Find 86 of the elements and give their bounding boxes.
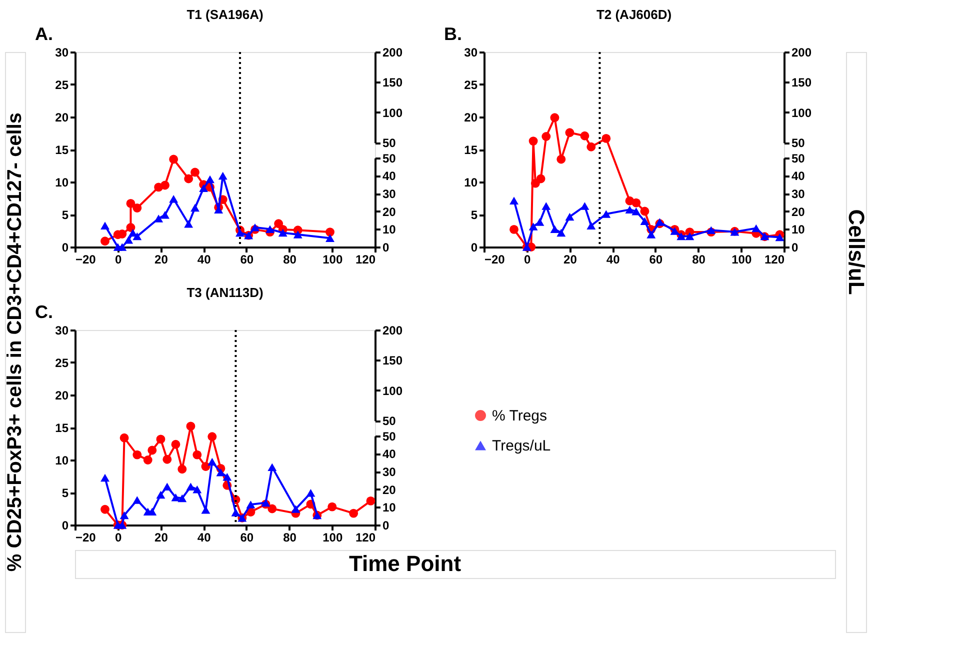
y2-tick-label: 50	[382, 151, 396, 166]
y-tick-label: 0	[62, 240, 69, 254]
y-tick-label: 0	[470, 240, 478, 254]
y3-tick-label: 100	[382, 106, 403, 120]
y2-tick-label: 10	[382, 222, 396, 237]
chart-title: T1 (SA196A)	[186, 7, 264, 22]
y-axis-title: % CD25+FoxP3+ cells in CD3+CD4+CD127- cells	[4, 112, 26, 572]
y3-tick-label: 150	[382, 354, 403, 368]
y2-tick-label: 40	[382, 169, 396, 184]
y3-tick-label: 100	[792, 106, 812, 120]
x-tick-label: 20	[154, 530, 168, 544]
x-axis-title: Time Point	[348, 551, 462, 576]
y3-tick-label: 50	[382, 136, 396, 150]
y-tick-label: 10	[55, 454, 69, 468]
x-tick-label: 80	[283, 252, 297, 266]
legend-label: Tregs/uL	[492, 438, 551, 454]
y2-tick-label: 10	[382, 500, 396, 515]
x-tick-label: 120	[355, 252, 376, 266]
text: B.	[444, 24, 462, 44]
x-tick-label: −20	[76, 530, 96, 544]
x-tick-label: −20	[484, 252, 506, 266]
x-tick-label: 20	[154, 252, 168, 266]
x-tick-label: 80	[283, 530, 297, 544]
x-tick-label: 120	[764, 252, 785, 266]
y2-tick-label: 20	[382, 482, 396, 497]
x-tick-label: 0	[115, 252, 122, 266]
x-tick-label: 80	[692, 252, 706, 266]
y2-axis-title: Cells/uL	[844, 209, 869, 295]
y-tick-label: 25	[55, 356, 69, 370]
x-tick-label: 120	[355, 530, 376, 544]
y3-tick-label: 200	[792, 46, 812, 60]
y-tick-label: 15	[464, 143, 478, 157]
y2-tick-label: 20	[382, 204, 396, 219]
y3-tick-label: 50	[382, 414, 396, 428]
y2-tick-label: 50	[382, 429, 396, 444]
y2-tick-label: 0	[382, 240, 390, 254]
y3-tick-label: 100	[382, 384, 403, 398]
x-tick-label: 100	[322, 252, 343, 266]
y3-tick-label: 150	[792, 76, 812, 90]
y3-tick-label: 50	[792, 136, 806, 150]
y-tick-label: 30	[55, 46, 69, 60]
y3-tick-label: 200	[382, 46, 403, 60]
y-tick-label: 10	[464, 176, 478, 190]
x-tick-label: 0	[524, 252, 532, 266]
y-tick-label: 15	[55, 421, 69, 435]
legend-label: % Tregs	[492, 408, 548, 424]
x-tick-label: 60	[649, 252, 663, 266]
x-tick-label: 60	[240, 252, 254, 266]
x-tick-label: 100	[322, 530, 343, 544]
y-tick-label: 0	[62, 518, 69, 532]
y2-tick-label: 20	[792, 204, 806, 219]
x-tick-label: 20	[564, 252, 578, 266]
y-tick-label: 30	[55, 324, 69, 338]
y-tick-label: 20	[464, 110, 478, 124]
text: C.	[35, 302, 53, 322]
y-tick-label: 5	[470, 208, 478, 222]
y-tick-label: 10	[55, 176, 69, 190]
x-tick-label: −20	[76, 252, 96, 266]
y2-tick-label: 40	[382, 447, 396, 462]
y2-tick-label: 30	[792, 187, 806, 202]
x-tick-label: 100	[732, 252, 752, 266]
y-tick-label: 5	[62, 208, 69, 222]
x-tick-label: 40	[197, 252, 212, 266]
y2-tick-label: 10	[792, 222, 806, 237]
y-tick-label: 5	[62, 486, 69, 500]
y-tick-label: 25	[464, 78, 478, 92]
y-tick-label: 30	[464, 46, 478, 60]
y2-tick-label: 40	[792, 169, 806, 184]
chart-title: T2 (AJ606D)	[596, 7, 672, 22]
y2-tick-label: 50	[792, 151, 806, 166]
y-tick-label: 20	[55, 388, 69, 402]
text: A.	[35, 24, 53, 44]
y2-tick-label: 0	[382, 518, 390, 532]
y2-tick-label: 30	[382, 465, 396, 480]
chart-title: T3 (AN113D)	[186, 285, 264, 300]
x-tick-label: 0	[115, 530, 122, 544]
y-tick-label: 15	[55, 143, 69, 157]
y2-tick-label: 0	[792, 240, 798, 254]
x-tick-label: 60	[240, 530, 254, 544]
y3-tick-label: 150	[382, 76, 403, 90]
y2-tick-label: 30	[382, 187, 396, 202]
y-tick-label: 25	[55, 78, 69, 92]
y3-tick-label: 200	[382, 324, 403, 338]
x-tick-label: 40	[197, 530, 212, 544]
x-tick-label: 40	[606, 252, 620, 266]
y-tick-label: 20	[55, 110, 69, 124]
